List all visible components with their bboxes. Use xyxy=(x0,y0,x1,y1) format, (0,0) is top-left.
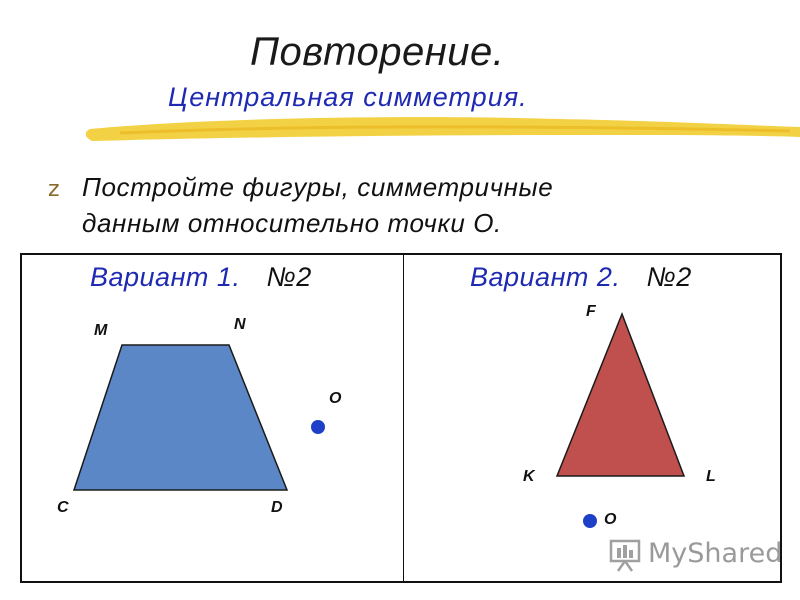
label-n: N xyxy=(234,316,246,333)
variant2-header: Вариант 2. №2 xyxy=(470,262,692,293)
label-k: K xyxy=(523,468,535,485)
variant2-label: Вариант 2. xyxy=(470,262,621,292)
variant1-label: Вариант 1. xyxy=(90,262,241,292)
variant1-header: Вариант 1. №2 xyxy=(90,262,312,293)
label-d: D xyxy=(271,499,283,516)
slide-subtitle: Центральная симметрия. xyxy=(168,82,528,112)
slide-title: Повторение. xyxy=(250,30,505,74)
point-o-variant2 xyxy=(583,514,597,528)
label-m: M xyxy=(94,322,108,339)
triangle-icon xyxy=(555,311,686,477)
label-l: L xyxy=(706,468,716,485)
variant1-number: №2 xyxy=(266,262,312,292)
yellow-brush-stroke xyxy=(85,117,800,141)
task-text-line1: Постройте фигуры, симметричные xyxy=(82,172,554,202)
variant2-number: №2 xyxy=(646,262,692,292)
bullet-icon: z xyxy=(48,177,60,202)
presentation-board-icon xyxy=(609,539,641,572)
label-f: F xyxy=(586,303,596,320)
label-c: C xyxy=(57,499,69,516)
table-divider xyxy=(403,255,404,581)
label-o-variant2: O xyxy=(604,511,617,528)
variants-table xyxy=(20,253,782,583)
watermark-text: MyShared xyxy=(648,538,783,569)
trapezoid-icon xyxy=(72,344,289,491)
task-text-line2: данным относительно точки О. xyxy=(82,208,502,238)
label-o-variant1: O xyxy=(329,390,342,407)
point-o-variant1 xyxy=(311,420,325,434)
